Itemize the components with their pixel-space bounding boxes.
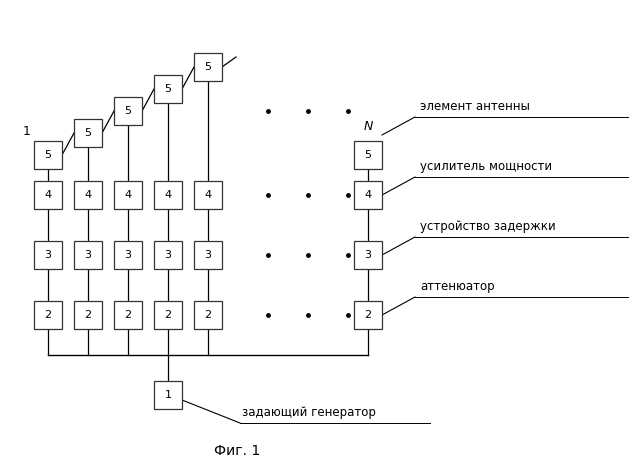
Text: 4: 4: [164, 190, 172, 200]
Bar: [114, 97, 142, 125]
Bar: [114, 241, 142, 269]
Bar: [154, 301, 182, 329]
Text: 4: 4: [44, 190, 52, 200]
Text: 2: 2: [84, 310, 92, 320]
Text: Фиг. 1: Фиг. 1: [214, 444, 260, 458]
Bar: [354, 241, 382, 269]
Bar: [34, 301, 62, 329]
Text: 4: 4: [84, 190, 92, 200]
Bar: [34, 141, 62, 169]
Text: задающий генератор: задающий генератор: [242, 406, 376, 419]
Text: 5: 5: [84, 128, 92, 138]
Text: 3: 3: [45, 250, 51, 260]
Text: 5: 5: [205, 62, 211, 72]
Text: усилитель мощности: усилитель мощности: [420, 160, 552, 173]
Bar: [154, 381, 182, 409]
Bar: [154, 75, 182, 103]
Text: 2: 2: [164, 310, 172, 320]
Text: элемент антенны: элемент антенны: [420, 100, 530, 113]
Text: 3: 3: [164, 250, 172, 260]
Text: 3: 3: [365, 250, 371, 260]
Bar: [114, 301, 142, 329]
Bar: [354, 181, 382, 209]
Bar: [34, 241, 62, 269]
Text: 5: 5: [45, 150, 51, 160]
Text: 1: 1: [23, 125, 31, 138]
Text: 4: 4: [204, 190, 212, 200]
Text: 5: 5: [365, 150, 371, 160]
Text: 4: 4: [124, 190, 132, 200]
Text: 2: 2: [44, 310, 52, 320]
Text: аттенюатор: аттенюатор: [420, 280, 495, 293]
Bar: [354, 141, 382, 169]
Text: 5: 5: [164, 84, 172, 94]
Bar: [114, 181, 142, 209]
Bar: [194, 301, 222, 329]
Bar: [354, 301, 382, 329]
Bar: [194, 53, 222, 81]
Bar: [34, 181, 62, 209]
Bar: [74, 181, 102, 209]
Text: 3: 3: [205, 250, 211, 260]
Bar: [74, 119, 102, 147]
Bar: [74, 301, 102, 329]
Bar: [194, 181, 222, 209]
Text: 2: 2: [124, 310, 132, 320]
Text: устройство задержки: устройство задержки: [420, 220, 556, 233]
Text: 1: 1: [164, 390, 172, 400]
Text: 4: 4: [364, 190, 372, 200]
Bar: [74, 241, 102, 269]
Bar: [194, 241, 222, 269]
Text: 2: 2: [364, 310, 372, 320]
Text: N: N: [364, 120, 372, 133]
Bar: [154, 181, 182, 209]
Text: 3: 3: [125, 250, 131, 260]
Text: 5: 5: [125, 106, 131, 116]
Text: 3: 3: [84, 250, 92, 260]
Bar: [154, 241, 182, 269]
Text: 2: 2: [204, 310, 212, 320]
